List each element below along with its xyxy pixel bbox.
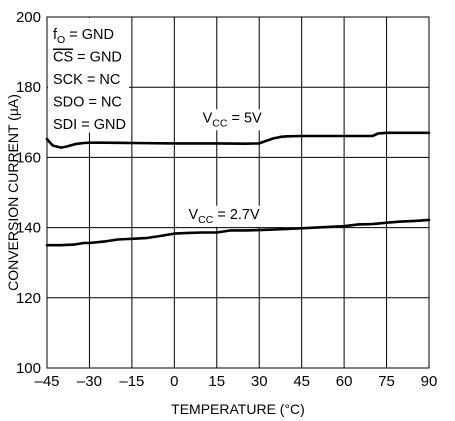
y-tick-label: 200 bbox=[16, 9, 41, 26]
x-tick-label: 15 bbox=[208, 373, 225, 390]
x-tick-label: 45 bbox=[293, 373, 310, 390]
y-tick-label: 160 bbox=[16, 149, 41, 166]
plot-frame bbox=[46, 16, 430, 369]
conditions-background bbox=[48, 18, 129, 133]
label-background bbox=[199, 109, 266, 131]
label-background bbox=[185, 205, 264, 227]
series-label-1: VCC = 5V bbox=[203, 110, 262, 129]
condition-line: CS = GND bbox=[53, 50, 122, 66]
y-tick-label: 120 bbox=[16, 290, 41, 307]
x-tick-label: 75 bbox=[378, 373, 395, 390]
x-tick-label: 90 bbox=[421, 373, 438, 390]
x-tick-label: 60 bbox=[336, 373, 353, 390]
condition-line: SCK = NC bbox=[53, 72, 120, 88]
tick-labels: –45 –30 –15 0 15 30 45 60 75 90 100 120 140 160 180 200 bbox=[16, 9, 437, 390]
series-labels: VCC = 5V VCC = 2.7V bbox=[185, 109, 266, 227]
series-line-1 bbox=[45, 131, 431, 149]
x-tick-label: –30 bbox=[77, 373, 102, 390]
series-line-2 bbox=[45, 218, 431, 247]
condition-line: fO = GND bbox=[53, 27, 114, 46]
conditions-annotation: fO = GND CS = GND SCK = NC SDO = NC SDI = GN… bbox=[48, 18, 129, 133]
y-axis-title: CONVERSION CURRENT (µA) bbox=[5, 94, 21, 291]
x-tick-label: –15 bbox=[119, 373, 144, 390]
series-layer bbox=[45, 131, 431, 247]
x-tick-label: –45 bbox=[34, 373, 59, 390]
condition-line: SDO = NC bbox=[53, 95, 122, 111]
y-tick-label: 100 bbox=[16, 360, 41, 377]
y-tick-label: 140 bbox=[16, 220, 41, 237]
x-tick-label: 0 bbox=[170, 373, 178, 390]
series-label-2: VCC = 2.7V bbox=[188, 207, 260, 226]
x-axis-title: TEMPERATURE (°C) bbox=[171, 401, 305, 417]
condition-line: SDI = GND bbox=[53, 117, 126, 133]
x-tick-label: 30 bbox=[251, 373, 268, 390]
y-tick-label: 180 bbox=[16, 79, 41, 96]
